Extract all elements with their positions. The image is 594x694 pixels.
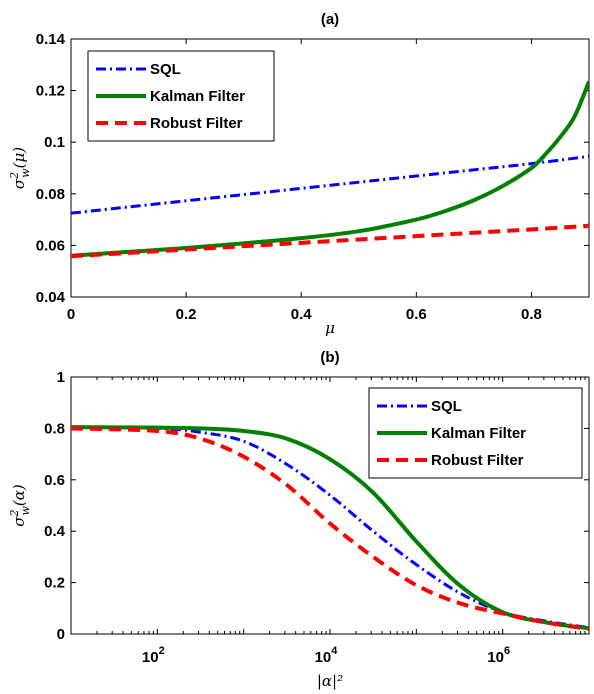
chart-title: (a) <box>321 11 339 28</box>
series-line-sql <box>71 154 589 215</box>
chart-panel-a: 0.04 0.06 0.08 0.1 0.12 0.14 0 0.2 0.4 0.6 0.8 (a) μ… <box>8 11 590 337</box>
y-tick-label: 0.4 <box>44 523 66 540</box>
y-tick-label: 0.14 <box>36 31 66 48</box>
series-line-robust-filter <box>71 223 589 259</box>
legend-label: SQL <box>150 61 181 78</box>
x-tick-label: 106 <box>487 645 510 666</box>
legend-label: Kalman Filter <box>431 425 526 442</box>
y-tick-label: 0.04 <box>36 289 66 306</box>
chart-title: (b) <box>320 349 339 366</box>
y-axis-label: σ2w(μ) <box>8 147 32 189</box>
x-tick-label: 0.8 <box>521 306 542 323</box>
y-tick-label: 0.12 <box>36 83 65 100</box>
series-line-kalman-filter <box>71 80 589 258</box>
legend-label: Robust Filter <box>431 452 524 469</box>
x-tick-label: 0 <box>67 306 75 323</box>
y-tick-label: 0 <box>57 626 65 643</box>
x-tick-label: 0.4 <box>291 306 313 323</box>
y-tick-label: 0.8 <box>44 420 65 437</box>
y-tick-label: 0.6 <box>44 472 65 489</box>
legend-label: Kalman Filter <box>150 88 245 105</box>
x-tick-label: 102 <box>142 645 165 666</box>
x-axis-label: μ <box>325 319 335 337</box>
x-tick-label: 104 <box>315 645 339 666</box>
series-line-robust-filter <box>71 426 589 631</box>
x-tick-label: 0.6 <box>406 306 427 323</box>
legend: SQL Kalman Filter Robust Filter <box>87 50 275 142</box>
legend: SQL Kalman Filter Robust Filter <box>368 387 583 479</box>
y-tick-label: 1 <box>57 369 65 386</box>
y-axis-label: σ2w(α) <box>8 484 32 527</box>
x-axis-label: |α|² <box>317 672 343 690</box>
y-tick-label: 0.06 <box>36 237 65 254</box>
y-tick-label: 0.2 <box>44 575 65 592</box>
legend-label: Robust Filter <box>150 115 243 132</box>
x-tick-label: 0.2 <box>176 306 197 323</box>
y-tick-label: 0.1 <box>44 134 65 151</box>
y-tick-label: 0.08 <box>36 186 65 203</box>
legend-label: SQL <box>431 398 462 415</box>
chart-panel-b: 0 0.2 0.4 0.6 0.8 1 102 104 106 (b) |α|² σ2w(α) SQL K… <box>8 349 590 690</box>
